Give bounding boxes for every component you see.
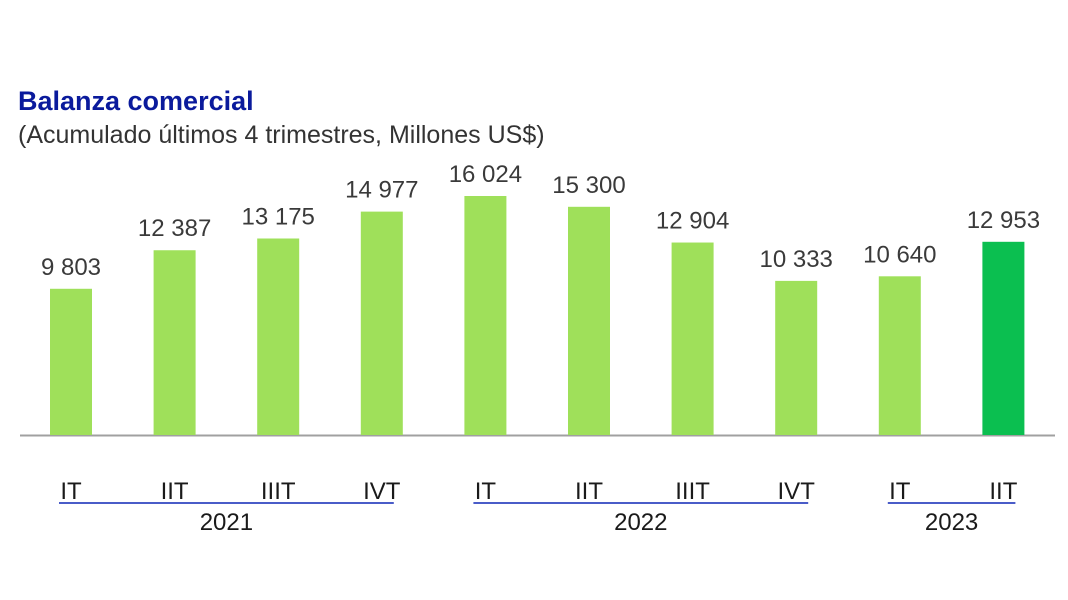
category-label-3: IVT <box>363 478 401 505</box>
category-label-1: IIT <box>161 478 189 505</box>
bar-9 <box>982 241 1025 435</box>
category-label-8: IT <box>889 478 911 505</box>
value-label-8: 10 640 <box>863 241 936 268</box>
value-label-1: 12 387 <box>138 215 211 242</box>
bar-6 <box>671 242 714 435</box>
value-label-9: 12 953 <box>967 207 1040 234</box>
bar-4 <box>464 196 507 435</box>
category-label-2: IIIT <box>261 478 296 505</box>
category-label-9: IIT <box>989 478 1017 505</box>
value-label-0: 9 803 <box>41 254 101 281</box>
year-label-0: 2021 <box>200 509 253 536</box>
bar-2 <box>257 238 300 435</box>
bar-8 <box>878 276 921 435</box>
bar-3 <box>360 211 403 435</box>
bar-7 <box>775 280 818 435</box>
category-label-0: IT <box>60 478 82 505</box>
value-label-3: 14 977 <box>345 177 418 204</box>
year-label-1: 2022 <box>614 509 667 536</box>
value-label-7: 10 333 <box>759 246 832 273</box>
value-label-5: 15 300 <box>552 172 625 199</box>
bar-5 <box>568 206 610 435</box>
chart-subtitle: (Acumulado últimos 4 trimestres, Millone… <box>18 121 545 149</box>
category-label-7: IVT <box>778 478 816 505</box>
category-label-6: IIIT <box>675 478 710 505</box>
value-label-2: 13 175 <box>241 203 314 230</box>
year-label-2: 2023 <box>925 509 978 536</box>
category-label-4: IT <box>475 478 497 505</box>
value-label-6: 12 904 <box>656 208 729 235</box>
bar-0 <box>50 288 92 435</box>
chart-title: Balanza comercial <box>18 86 254 116</box>
value-label-4: 16 024 <box>449 161 522 188</box>
category-label-5: IIT <box>575 478 603 505</box>
bar-1 <box>153 250 196 435</box>
